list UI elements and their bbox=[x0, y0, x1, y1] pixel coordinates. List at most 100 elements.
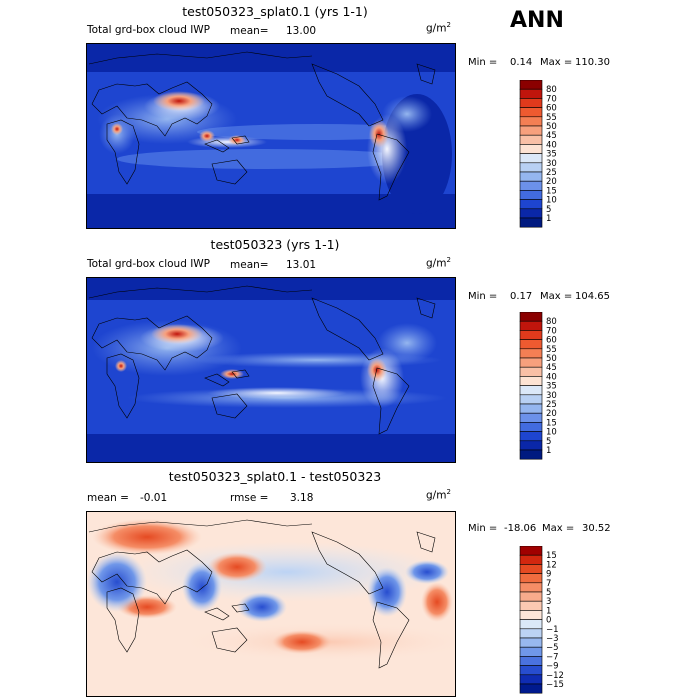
colorbar-tick-label: 20 bbox=[546, 177, 557, 187]
arctic-band bbox=[87, 44, 455, 72]
colorbar-tick-label: 55 bbox=[546, 113, 557, 123]
colorbar-box bbox=[519, 80, 543, 90]
min-value: 0.17 bbox=[510, 291, 533, 302]
coastlines bbox=[88, 519, 436, 669]
colorbar-tick-label: 9 bbox=[546, 570, 551, 580]
colorbar-box bbox=[519, 610, 543, 620]
positive-region bbox=[92, 519, 202, 555]
max-region bbox=[228, 135, 246, 145]
map-plot bbox=[86, 43, 456, 229]
colorbar-tick-label: 30 bbox=[546, 159, 557, 169]
colorbar-box bbox=[519, 348, 543, 359]
negative-region bbox=[87, 552, 147, 612]
colorbar-tick-label: −1 bbox=[546, 625, 559, 635]
max-label: Max = bbox=[540, 291, 573, 302]
colorbar-box bbox=[519, 134, 543, 145]
colorbar-tick-label: 10 bbox=[546, 196, 557, 206]
colorbar-tick-label: 20 bbox=[546, 409, 557, 419]
colorbar-tick-label: 80 bbox=[546, 85, 557, 95]
colorbar-tick-label: 25 bbox=[546, 168, 557, 178]
min-label: Min = bbox=[468, 523, 498, 534]
map-plot bbox=[86, 277, 456, 463]
colorbar-box bbox=[519, 125, 543, 136]
colorbar-box bbox=[519, 600, 543, 611]
colorbar-tick-label: 15 bbox=[546, 186, 557, 196]
southern-band bbox=[87, 194, 455, 228]
colorbar-box bbox=[519, 582, 543, 593]
colorbar-tick-label: 80 bbox=[546, 317, 557, 327]
colorbar-box bbox=[519, 619, 543, 630]
colorbar-tick-label: 50 bbox=[546, 122, 557, 132]
colorbar-box bbox=[519, 208, 543, 219]
colorbar-box bbox=[519, 171, 543, 182]
colorbar-box bbox=[519, 366, 543, 377]
colorbar-box bbox=[519, 449, 543, 460]
colorbar-box bbox=[519, 320, 543, 331]
colorbar-tick-label: 40 bbox=[546, 140, 557, 150]
units-label: g/m2 bbox=[426, 256, 451, 270]
max-region bbox=[111, 123, 123, 135]
colorbar-tick-label: 12 bbox=[546, 560, 557, 570]
max-value: 104.65 bbox=[575, 291, 610, 302]
max-region bbox=[220, 369, 244, 379]
variable-name: Total grd-box cloud IWP bbox=[87, 24, 211, 36]
colorbar-box bbox=[519, 153, 543, 164]
max-region bbox=[115, 360, 127, 372]
colorbar-box bbox=[519, 180, 543, 191]
min-value: -18.06 bbox=[504, 523, 537, 534]
max-region bbox=[367, 358, 387, 382]
colorbar-tick-label: 70 bbox=[546, 94, 557, 104]
negative-region bbox=[367, 567, 407, 617]
colorbar-box bbox=[519, 422, 543, 432]
colorbar-box bbox=[519, 403, 543, 414]
colorbar-box bbox=[519, 107, 543, 118]
mean-value: 13.00 bbox=[286, 25, 317, 37]
max-region bbox=[153, 91, 205, 111]
colorbar-tick-label: 1 bbox=[546, 214, 551, 224]
variable-name: Total grd-box cloud IWP bbox=[87, 258, 211, 270]
colorbar-box bbox=[519, 394, 543, 405]
colorbar-box bbox=[519, 312, 543, 322]
colorbar-tick-label: −3 bbox=[546, 634, 559, 644]
negative-region bbox=[405, 560, 449, 584]
colorbar-box bbox=[519, 330, 543, 340]
colorbar-box bbox=[519, 573, 543, 584]
colorbar-boxes bbox=[519, 80, 543, 228]
colorbar-box bbox=[519, 683, 543, 694]
colorbar-tick-label: 60 bbox=[546, 336, 557, 346]
mean-label: mean = bbox=[87, 492, 129, 504]
rmse-label: rmse = bbox=[230, 492, 269, 504]
rmse-value: 3.18 bbox=[290, 492, 314, 504]
colorbar-box bbox=[519, 217, 543, 228]
colorbar-boxes bbox=[519, 546, 543, 694]
colorbar-tick-label: −9 bbox=[546, 662, 559, 672]
positive-region bbox=[421, 582, 453, 622]
colorbar-box bbox=[519, 339, 543, 350]
colorbar-box bbox=[519, 412, 543, 423]
colorbar-tick-label: −15 bbox=[546, 680, 564, 690]
max-value: 30.52 bbox=[582, 523, 611, 534]
map-plot bbox=[86, 511, 456, 697]
colorbar-tick-label: 50 bbox=[546, 354, 557, 364]
units-label: g/m2 bbox=[426, 21, 451, 35]
colorbar-tick-label: −12 bbox=[546, 671, 564, 681]
colorbar-box bbox=[519, 564, 543, 574]
max-region bbox=[199, 130, 215, 142]
colorbar-box bbox=[519, 656, 543, 666]
colorbar-box bbox=[519, 431, 543, 442]
units-label: g/m2 bbox=[426, 488, 451, 502]
colorbar-box bbox=[519, 357, 543, 368]
colorbar-tick-label: 35 bbox=[546, 382, 557, 392]
colorbar-box bbox=[519, 646, 543, 657]
colorbar-tick-label: 60 bbox=[546, 104, 557, 114]
colorbar-tick-label: −5 bbox=[546, 643, 559, 653]
colorbar-tick-label: 55 bbox=[546, 345, 557, 355]
colorbar-box bbox=[519, 98, 543, 108]
colorbar-tick-label: 5 bbox=[546, 205, 551, 215]
colorbar-box bbox=[519, 628, 543, 639]
colorbar-box bbox=[519, 440, 543, 451]
